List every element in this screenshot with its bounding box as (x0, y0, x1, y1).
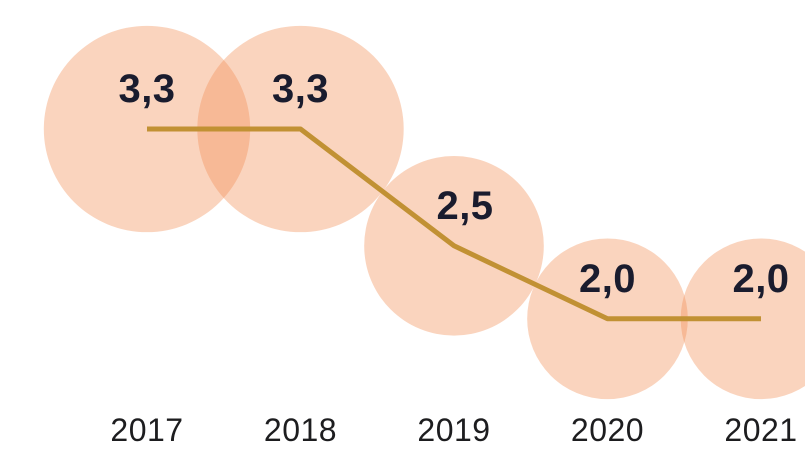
value-label-2021: 2,0 (732, 256, 790, 301)
x-axis-label-2020: 2020 (570, 412, 645, 448)
value-label-2020: 2,0 (578, 256, 637, 301)
trend-line (147, 126, 761, 322)
chart-canvas (43, 25, 805, 400)
x-axis-label-2018: 2018 (263, 412, 338, 448)
x-axis-label-2017: 2017 (110, 412, 184, 448)
x-axis-label-2021: 2021 (724, 412, 798, 448)
value-label-2019: 2,5 (436, 183, 494, 228)
value-label-2017: 3,3 (118, 67, 176, 111)
value-label-2018: 3,3 (271, 67, 330, 111)
bubble-line-chart: 3,3 2017 3,3 2018 2,5 2019 2,0 2020 2,0 2021 (40, 16, 805, 450)
x-axis-label-2019: 2019 (417, 412, 491, 448)
